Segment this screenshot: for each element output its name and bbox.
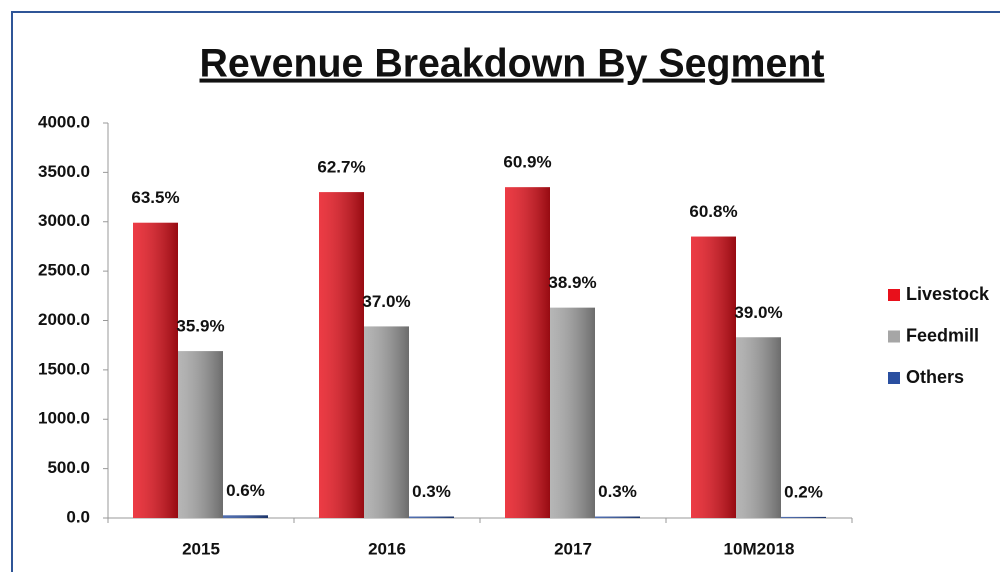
legend-swatch	[888, 330, 900, 343]
data-label: 62.7%	[317, 158, 365, 177]
y-tick-label: 500.0	[47, 458, 90, 477]
legend-label: Others	[906, 367, 964, 387]
data-label: 38.9%	[548, 273, 596, 292]
x-tick-label: 2015	[182, 539, 220, 558]
legend-label: Feedmill	[906, 325, 979, 345]
bar-shade	[736, 337, 781, 518]
legend-swatch	[888, 289, 900, 301]
y-tick-label: 3500.0	[38, 162, 90, 181]
y-tick-label: 1000.0	[38, 409, 90, 428]
bar-shade	[133, 222, 178, 519]
y-tick-label: 2500.0	[38, 261, 90, 280]
bar-shade	[691, 236, 736, 518]
data-label: 60.8%	[689, 202, 737, 221]
data-label: 39.0%	[734, 303, 782, 322]
y-tick-label: 3000.0	[38, 211, 90, 230]
bar-shade	[409, 516, 454, 518]
bar-shade	[364, 326, 409, 518]
y-tick-label: 4000.0	[38, 112, 90, 131]
bar-shade	[178, 351, 223, 518]
bar-shade	[319, 192, 364, 518]
x-tick-label: 2017	[554, 539, 592, 558]
x-tick-label: 10M2018	[724, 539, 795, 558]
chart-title: Revenue Breakdown By Segment	[200, 42, 825, 86]
bar-shade	[550, 307, 595, 518]
data-label: 63.5%	[131, 188, 179, 207]
bar-shade	[595, 516, 640, 518]
data-label: 0.3%	[412, 482, 451, 501]
x-tick-label: 2016	[368, 539, 406, 558]
bar-shade	[781, 516, 826, 518]
bar-shade	[223, 515, 268, 518]
frame	[11, 11, 1000, 572]
data-label: 0.2%	[784, 482, 823, 501]
data-label: 60.9%	[503, 153, 551, 172]
y-tick-label: 2000.0	[38, 310, 90, 329]
y-tick-label: 0.0	[66, 507, 90, 526]
y-tick-label: 1500.0	[38, 359, 90, 378]
data-label: 37.0%	[362, 292, 410, 311]
data-label: 0.3%	[598, 482, 637, 501]
bar-shade	[505, 187, 550, 518]
legend-swatch	[888, 372, 900, 384]
legend-label: Livestock	[906, 284, 990, 304]
data-label: 35.9%	[176, 317, 224, 336]
data-label: 0.6%	[226, 481, 265, 500]
